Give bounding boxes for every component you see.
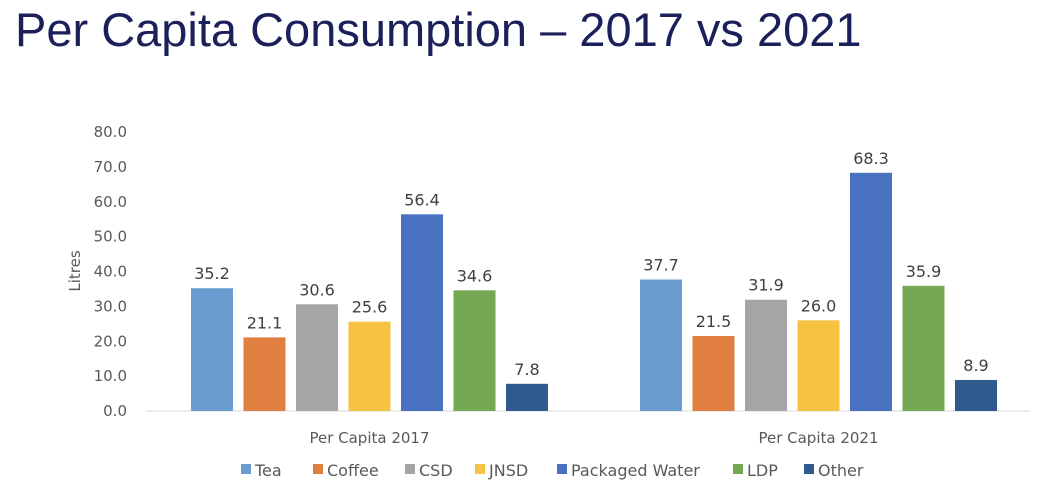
legend-item-coffee: Coffee [327,461,379,480]
legend-swatch [405,464,415,474]
legend-swatch [241,464,251,474]
legend-swatch [733,464,743,474]
bar-packaged-water [401,214,443,411]
legend-item-csd: CSD [419,461,453,480]
y-axis-label: Litres [66,250,84,291]
bar-ldp [902,285,945,411]
data-labels: 35.2 21.1 30.6 25.6 56.4 34.6 7.8 37.7 21.5 31.9 2… [194,149,989,379]
bar-csd [296,304,338,411]
category-labels: Per Capita 2017 Per Capita 2021 [309,429,878,447]
legend-swatch [804,464,814,474]
legend-item-jnsd: JNSD [488,461,528,480]
bar-coffee [692,336,735,411]
data-label: 31.9 [748,276,784,295]
y-tick-label: 80.0 [94,123,127,141]
y-tick-label: 0.0 [103,402,127,420]
data-label: 8.9 [963,356,988,375]
data-label: 35.2 [194,264,230,283]
bar-jnsd [797,320,840,411]
bar-coffee [243,337,286,411]
data-label: 37.7 [643,256,679,275]
y-tick-label: 60.0 [94,193,127,211]
bar-tea [191,288,233,411]
data-label: 21.1 [247,313,283,332]
bar-ldp [453,290,496,411]
category-label: Per Capita 2021 [758,429,878,447]
data-label: 7.8 [514,360,539,379]
data-label: 25.6 [352,298,388,317]
y-tick-label: 70.0 [94,158,127,176]
data-label: 34.6 [457,266,493,285]
legend-swatch [557,464,567,474]
legend-item-ldp: LDP [747,461,778,480]
bar-jnsd [348,321,391,411]
data-label: 68.3 [853,149,889,168]
data-label: 21.5 [696,312,732,331]
y-tick-label: 30.0 [94,297,127,315]
bar-csd [745,299,787,411]
data-label: 30.6 [299,280,335,299]
y-tick-label: 20.0 [94,332,127,350]
y-tick-label: 10.0 [94,367,127,385]
y-tick-label: 50.0 [94,228,127,246]
category-label: Per Capita 2017 [309,429,429,447]
legend-swatch [313,464,323,474]
legend-item-packaged-water: Packaged Water [571,461,700,480]
data-label: 35.9 [906,262,942,281]
y-axis-ticks: 0.0 10.0 20.0 30.0 40.0 50.0 60.0 70.0 80.0 [94,123,127,420]
legend-item-other: Other [818,461,864,480]
bar-other [955,379,997,411]
bar-tea [640,279,682,411]
legend-item-tea: Tea [254,461,282,480]
bar-packaged-water [850,172,892,411]
data-label: 56.4 [404,190,440,209]
y-tick-label: 40.0 [94,263,127,281]
legend-swatch [475,464,485,474]
bar-other [506,383,548,411]
bars [191,172,997,411]
legend: Tea Coffee CSD JNSD Packaged Water LDP Other [241,461,864,480]
page-title: Per Capita Consumption – 2017 vs 2021 [15,3,862,56]
data-label: 26.0 [801,296,837,315]
